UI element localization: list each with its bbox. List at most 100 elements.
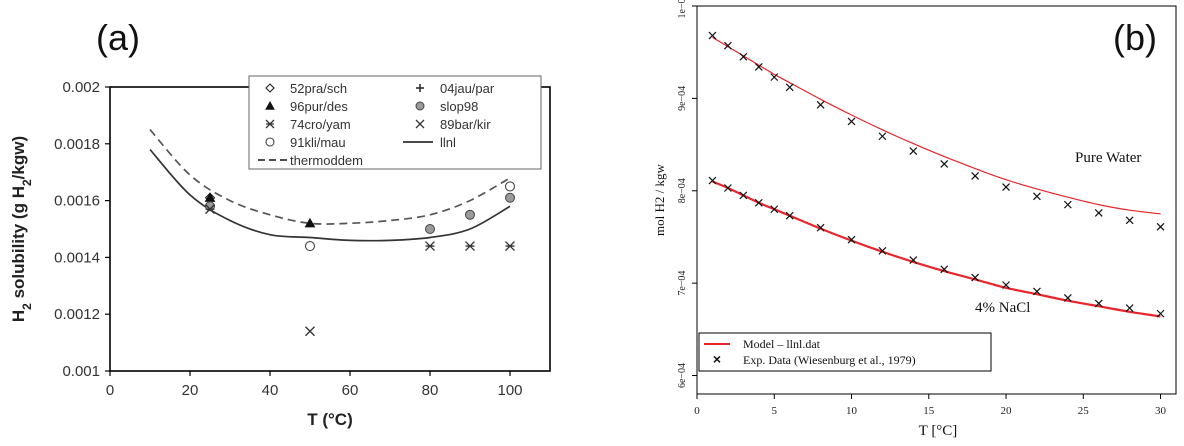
panel-b-x-tick-label: 25 — [1078, 405, 1090, 417]
panel-a-x-tick-label: 60 — [342, 382, 359, 399]
panel-a-y-axis-label-part: H — [9, 310, 28, 322]
panel-a-point-slop98 — [465, 209, 475, 220]
panel-a-y-ticks: 0.001 0.0012 0.0014 0.0016 0.0018 0.002 — [54, 79, 110, 380]
panel-a-x-ticks: 0 20 40 60 80 100 — [106, 371, 523, 399]
panel-b-y-tick-label: 8e−04 — [677, 178, 688, 203]
panel-b-data-point-pure-water — [816, 100, 825, 109]
panel-a-label: (a) — [96, 17, 140, 58]
panel-b-data-point-4-nacl — [1156, 309, 1165, 318]
panel-b-data-point-4-nacl — [754, 198, 763, 207]
panel-b-x-tick-label: 5 — [772, 405, 778, 417]
panel-a-x-tick-label: 0 — [106, 382, 114, 399]
panel-a-legend-swatch-91kli-mau — [265, 137, 275, 147]
panel-b-data-point-4-nacl — [739, 191, 748, 200]
panel-a-y-axis-label-part: 2 — [20, 303, 34, 310]
panel-a-y-tick-label: 0.0012 — [54, 306, 100, 323]
panel-b-data-point-4-nacl — [1063, 293, 1072, 302]
panel-a-legend-label-thermoddem: thermoddem — [290, 153, 363, 168]
panel-a-legend-entries: 52pra/sch 04jau/par 96pur/des slop98 74cro/y… — [258, 81, 495, 168]
panel-a-legend: 52pra/sch 04jau/par 96pur/des slop98 74cro/y… — [248, 75, 542, 170]
panel-b-y-tick-label: 1e−03 — [677, 0, 688, 19]
panel-b-data-point-4-nacl — [1125, 304, 1134, 313]
panel-a-point-91kli-mau — [304, 240, 316, 252]
panel-b-data-point-pure-water — [847, 117, 856, 126]
panel-b-model-line-pure-water — [712, 36, 1161, 215]
panel-b-data-point-4-nacl — [816, 223, 825, 232]
panel-a-legend-swatch-04jau-par — [416, 84, 424, 92]
panel-b-legend-box — [698, 332, 992, 372]
panel-b-legend-data-swatch: × — [713, 351, 721, 367]
panel-b-data-point-pure-water — [785, 83, 794, 92]
panel-b-data-point-4-nacl — [940, 265, 949, 274]
panel-a-y-tick-label: 0.0018 — [54, 136, 100, 153]
panel-b-data-point-pure-water — [1156, 222, 1165, 231]
panel-a-legend-swatch-74cro-yam — [265, 119, 275, 129]
panel-b-data-point-pure-water — [1033, 192, 1041, 201]
panel-b-data-point-4-nacl — [723, 184, 732, 192]
panel-b-data-point-4-nacl — [785, 211, 794, 220]
panel-a-y-axis-label-part: /kgw) — [9, 136, 28, 179]
panel-a-y-tick-label: 0.001 — [62, 363, 100, 380]
panel-a-point-89bar-kir — [305, 326, 315, 337]
panel-a-point-74cro-yam — [505, 241, 515, 251]
panel-b-data-point-4-nacl — [878, 246, 887, 255]
panel-a-y-tick-label: 0.002 — [62, 79, 100, 96]
panel-b-data-point-pure-water — [754, 63, 763, 71]
panel-b-y-axis-label: mol H2 / kgw — [652, 163, 667, 235]
panel-a-y-axis-label: H2 solubility (g H2/kgw) — [9, 136, 34, 322]
panel-b-legend-data-label: Exp. Data (Wiesenburg et al., 1979) — [743, 353, 916, 367]
panel-b-data-point-pure-water — [770, 73, 779, 82]
panel-a-legend-label-91kli-mau: 91kli/mau — [290, 135, 346, 150]
panel-a-legend-label-llnl: llnl — [440, 135, 456, 150]
panel-b-plot-frame — [696, 5, 1177, 395]
panel-a-x-axis-label: T (°C) — [307, 410, 353, 429]
panel-a-legend-swatch-89bar-kir — [415, 119, 425, 129]
panel-b-label: (b) — [1113, 17, 1157, 58]
panel-a-y-axis-label-part: solubility (g H — [9, 186, 28, 303]
panel-b-data-point-pure-water — [909, 147, 918, 155]
panel-a-point-slop98 — [425, 224, 435, 234]
panel-b-x-tick-label: 10 — [846, 405, 858, 417]
panel-b-data-point-pure-water — [878, 132, 887, 141]
panel-a-point-74cro-yam — [205, 204, 215, 215]
panel-a-curve-thermoddem — [149, 129, 511, 225]
panel-b-x-tick-label: 0 — [694, 405, 700, 417]
panel-a-y-axis-label-part: 2 — [20, 179, 34, 186]
panel-b-data-point-pure-water — [708, 31, 717, 40]
panel-a-point-74cro-yam — [465, 241, 475, 251]
panel-a-markers — [204, 181, 516, 337]
panel-b-y-tick-label: 9e−04 — [677, 86, 688, 111]
panel-a-y-tick-label: 0.0016 — [54, 193, 100, 210]
panel-a-legend-label-52pra-sch: 52pra/sch — [290, 81, 347, 96]
panel-b-data-point-pure-water — [1125, 216, 1134, 225]
panel-b-x-axis-label: T [°C] — [919, 423, 958, 439]
panel-a-x-tick-label: 40 — [262, 382, 279, 399]
panel-b-model-curves — [712, 36, 1161, 318]
panel-a-legend-label-89bar-kir: 89bar/kir — [440, 117, 491, 132]
panel-b-y-ticks: 6e−04 7e−04 8e−04 9e−04 1e−03 — [677, 0, 697, 388]
panel-a-x-tick-label: 100 — [497, 382, 522, 399]
panel-b-y-tick-label: 6e−04 — [677, 363, 688, 388]
panel-a-point-slop98 — [505, 192, 515, 203]
panel-a-point-96pur-des — [304, 217, 316, 228]
panel-b-data-point-pure-water — [1094, 209, 1103, 217]
panel-a-legend-label-04jau-par: 04jau/par — [440, 81, 495, 96]
panel-b-x-tick-label: 20 — [1001, 405, 1013, 417]
panel-a-legend-swatch-slop98 — [415, 101, 425, 111]
panel-b-data-point-pure-water — [1002, 183, 1010, 191]
panel-b-data-point-4-nacl — [1002, 281, 1010, 289]
panel-b-data-point-4-nacl — [909, 256, 918, 264]
panel-b: (b) 6e−04 7e−04 8e−04 9e−04 1e−03 0 5 10 15 20 25… — [652, 0, 1177, 439]
panel-b-data-point-4-nacl — [1094, 299, 1103, 308]
panel-b-legend-model-label: Model – llnl.dat — [743, 337, 821, 351]
panel-b-data-point-pure-water — [1063, 200, 1072, 209]
panel-b-x-tick-label: 30 — [1155, 405, 1167, 417]
panel-a-legend-label-96pur-des: 96pur/des — [290, 99, 348, 114]
panel-b-data-point-4-nacl — [770, 205, 779, 214]
panel-a-point-91kli-mau — [504, 181, 516, 192]
panel-b-data-point-4-nacl — [708, 176, 717, 185]
panel-b-data-point-4-nacl — [971, 273, 980, 282]
panel-a-legend-swatch-52pra-sch — [265, 83, 275, 93]
panel-a: (a) 0.001 0.0012 0.0014 0.0016 0.0018 0.002 0… — [9, 17, 551, 429]
